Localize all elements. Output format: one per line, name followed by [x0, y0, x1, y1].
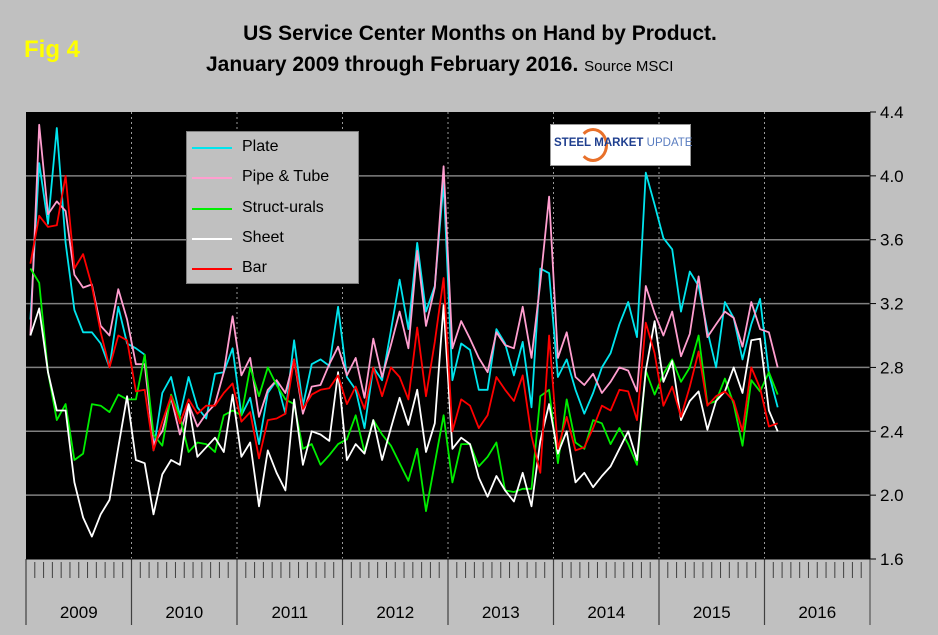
y-tick-label: 3.2 [880, 295, 904, 314]
plot-area [26, 112, 870, 559]
y-tick-label: 3.6 [880, 231, 904, 250]
x-tick-label: 2015 [693, 603, 731, 622]
y-tick-label: 2.0 [880, 486, 904, 505]
legend-item: Bar [187, 259, 358, 279]
y-tick-label: 2.8 [880, 358, 904, 377]
chart-title: US Service Center Months on Hand by Prod… [243, 22, 717, 45]
chart-subtitle-text: January 2009 through February 2016. [206, 53, 579, 76]
y-tick-label: 4.4 [880, 103, 904, 122]
x-tick-label: 2014 [587, 603, 625, 622]
legend-swatch [192, 268, 232, 271]
y-tick-label: 4.0 [880, 167, 904, 186]
series-line-pipe-tube [29, 123, 779, 446]
legend-label: Pipe & Tube [242, 168, 330, 186]
legend-swatch [192, 177, 232, 180]
logo-text: STEEL MARKET UPDATE [554, 137, 693, 149]
legend-item: Pipe & Tube [187, 168, 358, 188]
legend: Plate Pipe & Tube Struct-urals Sheet Bar [186, 131, 359, 284]
logo-arc-icon [578, 128, 608, 162]
legend-label: Plate [242, 138, 279, 155]
series-line-struct-urals [29, 268, 779, 513]
chart-source: Source MSCI [584, 58, 674, 75]
series-line-bar [29, 174, 779, 474]
x-tick-label: 2011 [271, 603, 308, 622]
chart-subtitle: January 2009 through February 2016. Sour… [206, 53, 673, 77]
x-tick-label: 2013 [482, 603, 520, 622]
legend-label: Sheet [242, 228, 284, 246]
x-tick-label: 2016 [798, 603, 836, 622]
legend-swatch [192, 207, 232, 210]
y-tick-label: 1.6 [880, 550, 904, 569]
x-tick-label: 2010 [165, 603, 203, 622]
legend-item: Struct-urals [187, 199, 358, 219]
legend-item: Sheet [187, 229, 358, 249]
figure-label: Fig 4 [24, 36, 81, 63]
x-tick-label: 2012 [376, 603, 414, 622]
legend-swatch [192, 237, 232, 240]
legend-item: Plate [187, 138, 358, 158]
series-line-sheet [29, 304, 779, 538]
legend-label: Struct-urals [242, 198, 324, 216]
legend-swatch [192, 147, 232, 149]
y-tick-label: 2.4 [880, 422, 904, 441]
legend-label: Bar [242, 259, 267, 277]
steel-market-update-logo: STEEL MARKET UPDATE [550, 124, 693, 166]
x-tick-label: 2009 [60, 603, 98, 622]
